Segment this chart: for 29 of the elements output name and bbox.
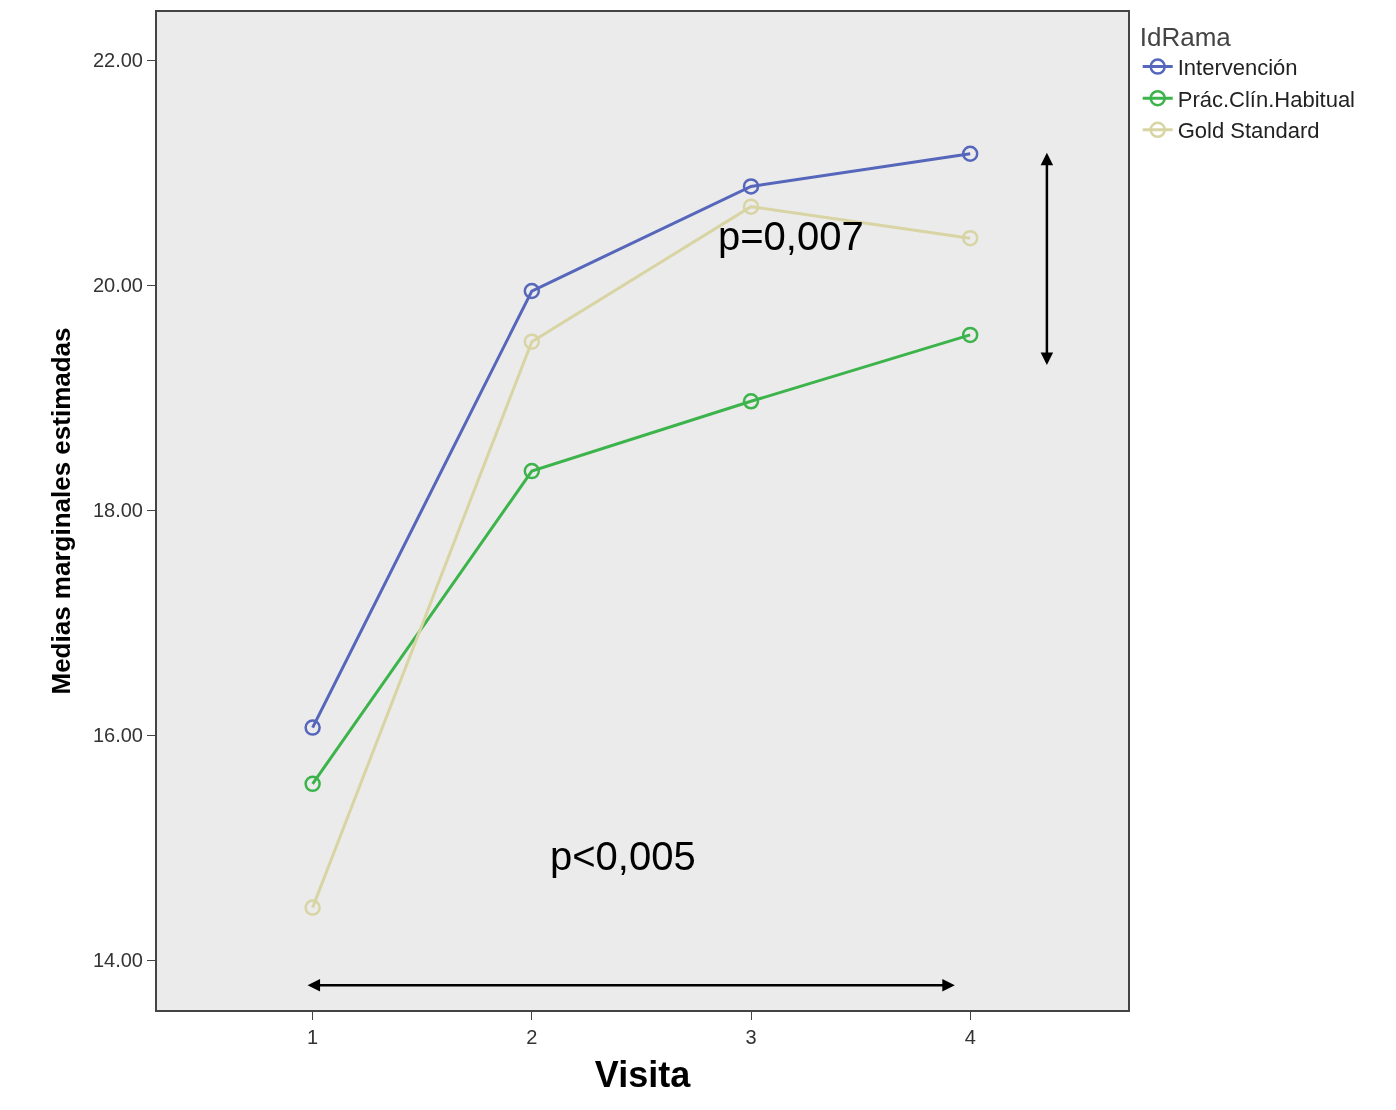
- point: [523, 333, 541, 350]
- point: [304, 719, 321, 736]
- x-axis-title: Visita: [594, 1054, 692, 1096]
- x-tick-label: 1: [307, 1026, 319, 1048]
- point: [742, 393, 760, 410]
- y-tick-label: 20.00: [92, 274, 143, 297]
- x-tick-label: 3: [745, 1026, 757, 1048]
- y-tick-label: 22.00: [92, 49, 143, 72]
- point: [304, 899, 321, 916]
- y-tick-label: 18.00: [92, 499, 143, 522]
- x-tick-label: 4: [964, 1026, 976, 1048]
- point: [961, 326, 979, 344]
- point: [742, 178, 760, 195]
- y-axis-title: Medias marginales estimadas: [45, 327, 76, 695]
- legend-label: Prác.Clín.Habitual: [1177, 86, 1356, 112]
- y-tick-label: 14.00: [92, 949, 143, 972]
- annotation: p<0,005: [550, 834, 696, 878]
- point: [523, 282, 541, 300]
- x-tick-label: 2: [526, 1026, 538, 1048]
- annotation: p=0,007: [718, 214, 864, 258]
- legend-title: IdRama: [1139, 21, 1232, 52]
- point: [523, 462, 541, 480]
- point: [961, 229, 979, 247]
- legend-label: Intervención: [1177, 55, 1298, 81]
- point: [961, 145, 979, 163]
- legend-label: Gold Standard: [1177, 118, 1320, 144]
- point: [742, 198, 760, 215]
- y-tick-label: 16.00: [92, 724, 143, 747]
- point: [304, 775, 321, 793]
